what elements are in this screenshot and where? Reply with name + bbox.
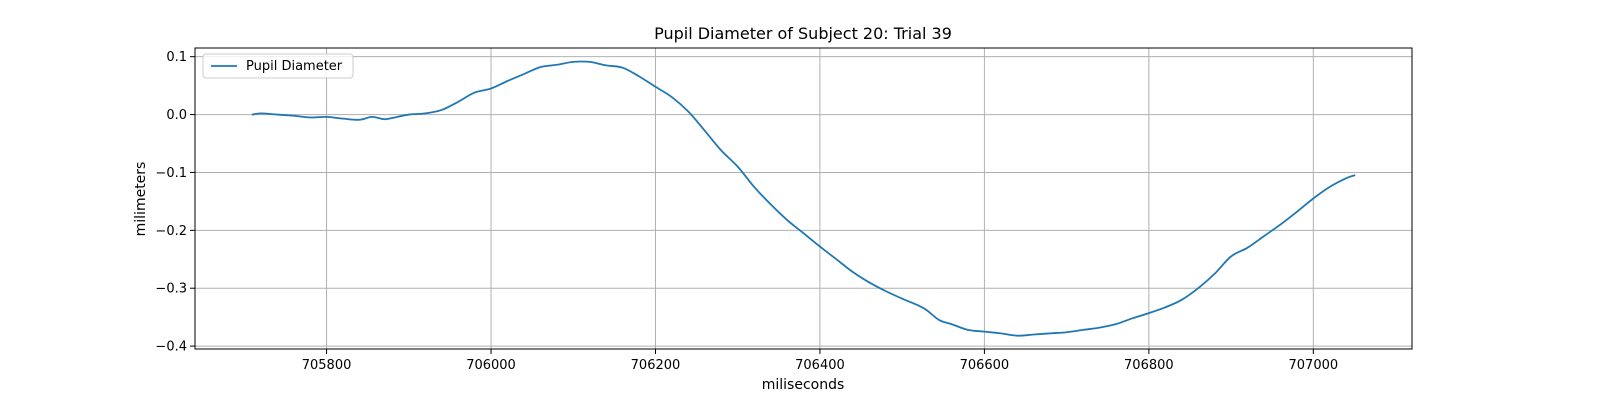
legend-box — [202, 53, 354, 79]
x-tick-label: 706600 — [960, 358, 1010, 373]
y-tick-label: 0.0 — [166, 108, 187, 123]
x-tick-label: 706400 — [795, 358, 845, 373]
y-tick-label: −0.3 — [155, 282, 187, 297]
series-line-pupil-diameter — [251, 60, 1356, 337]
y-tick-label: −0.2 — [155, 224, 187, 239]
plot-area-frame — [194, 47, 1413, 350]
legend: Pupil Diameter — [202, 53, 354, 79]
x-tick-label: 707000 — [1289, 358, 1339, 373]
chart-title: Pupil Diameter of Subject 20: Trial 39 — [654, 24, 952, 43]
series-layer — [251, 60, 1356, 337]
x-axis-label: miliseconds — [762, 377, 845, 393]
x-tick-label: 706000 — [466, 358, 516, 373]
x-tick-label: 706200 — [631, 358, 681, 373]
y-tick-label: −0.1 — [155, 166, 187, 181]
x-tick-label: 705800 — [302, 358, 352, 373]
y-axis-label: milimeters — [133, 162, 149, 237]
y-axis-ticks: 0.1 0.0 −0.1 −0.2 −0.3 −0.4 — [155, 50, 195, 355]
x-axis-ticks: 705800 706000 706200 706400 706600 706800 7070… — [302, 349, 1338, 373]
grid — [195, 48, 1412, 349]
y-tick-label: −0.4 — [155, 340, 187, 355]
y-tick-label: 0.1 — [166, 50, 187, 65]
legend-label: Pupil Diameter — [246, 59, 343, 74]
x-tick-label: 706800 — [1124, 358, 1174, 373]
